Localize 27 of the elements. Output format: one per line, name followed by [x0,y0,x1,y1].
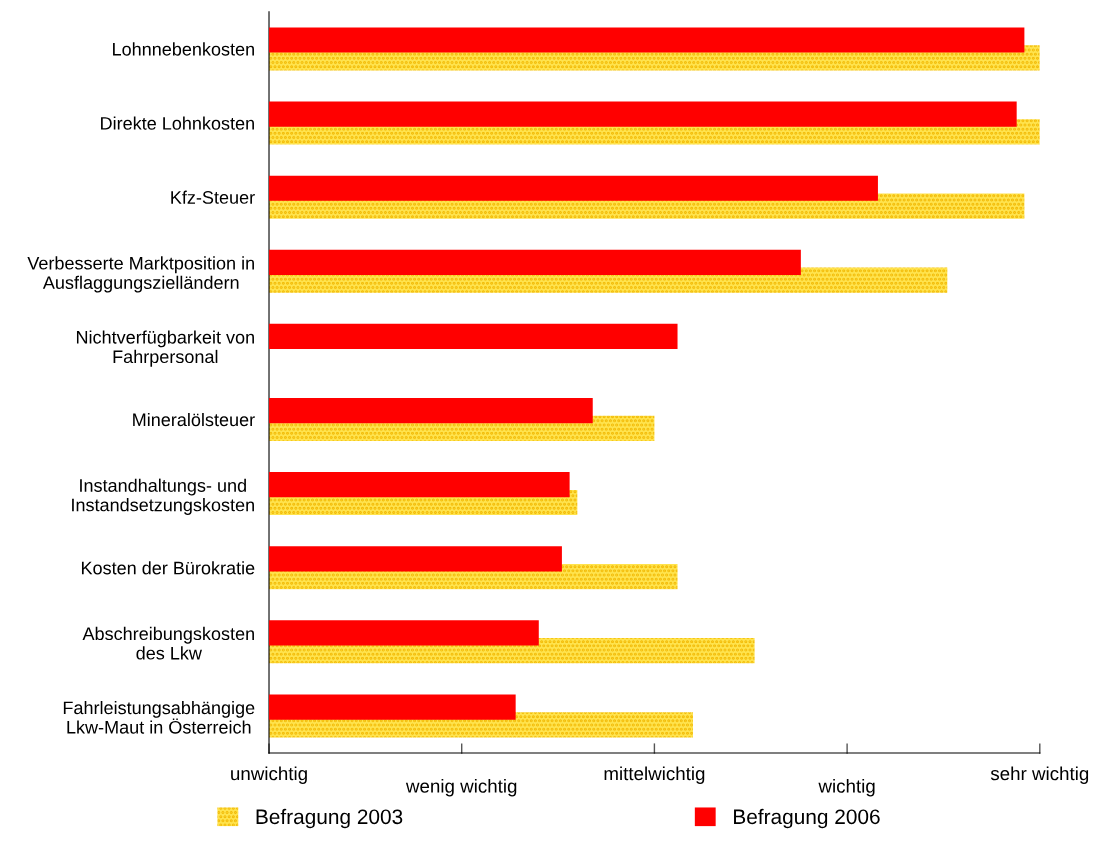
bar [269,101,1017,127]
y-tick-label: Instandhaltungs- und Instandsetzungskosten [72,478,254,515]
text: wichtig [818,778,875,797]
y-tick-label: Kosten der Bürokratie [81,561,255,575]
legend-label: Befragung 2006 [734,808,880,829]
text: unwichtig [231,766,307,784]
text: sehr wichtig [990,766,1089,784]
text: mittelwichtig [604,766,705,784]
legend-label: Befragung 2003 [256,808,403,829]
y-tick-label: Mineralölsteuer [133,412,255,427]
bar [269,694,516,720]
bar [269,27,1025,53]
bar [269,175,878,201]
bar [269,323,678,350]
bar [269,546,562,572]
y-tick-label: Verbesserte Marktposition in Ausflaggungszielländern [27,256,254,293]
y-tick-label: Lohnnebenkosten [113,42,254,56]
y-tick-label: Kfz-Steuer [171,190,255,204]
y-tick-label: Abschreibungskosten des Lkw [82,626,254,660]
y-tick-label: Fahrleistungsabhängige Lkw-Maut in Österreich [63,700,255,734]
y-tick-label: Direkte Lohnkosten [101,116,254,130]
text: wenig wichtig [405,778,517,797]
bar [269,249,801,275]
bar [269,620,539,646]
bar [269,472,570,498]
y-tick-label: Nichtverfügbarkeit von Fahrpersonal [76,330,254,367]
bar [269,397,593,424]
